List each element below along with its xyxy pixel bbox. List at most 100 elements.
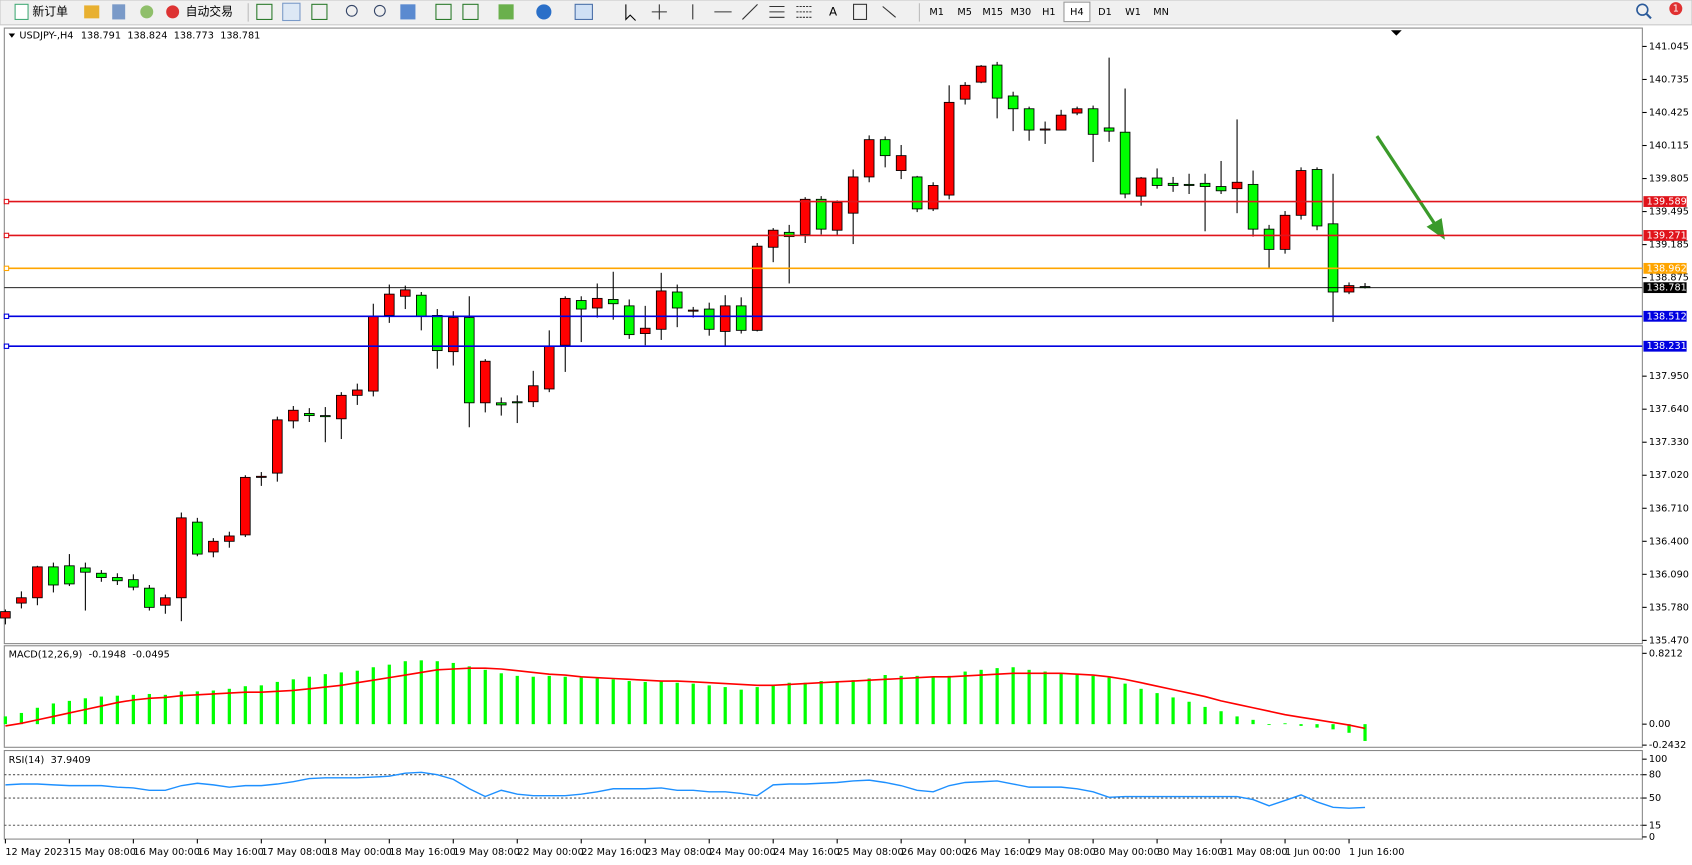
- candle-chart-icon[interactable]: [282, 2, 301, 22]
- x-tick-label: 17 May 08:00: [261, 847, 328, 858]
- y-tick-label: 140.115: [1649, 141, 1689, 152]
- icon[interactable]: [112, 4, 126, 20]
- candle-body: [1247, 183, 1259, 230]
- trendline-icon[interactable]: [742, 3, 758, 20]
- autoscroll-icon[interactable]: [462, 3, 479, 20]
- candle-body: [479, 360, 491, 404]
- auto-trading-button[interactable]: 自动交易: [166, 4, 233, 18]
- macd-bar: [483, 669, 487, 725]
- y-tick-label: 139.495: [1649, 207, 1689, 218]
- macd-bar: [739, 689, 743, 725]
- timeframe-button[interactable]: M1: [929, 7, 944, 18]
- candle-body: [288, 409, 299, 422]
- cursor-icon[interactable]: [625, 4, 636, 21]
- candle-body: [1215, 186, 1227, 192]
- candle-body: [64, 565, 75, 585]
- timeframe-button[interactable]: M30: [1010, 7, 1031, 18]
- candle-body: [32, 566, 43, 599]
- periods-icon[interactable]: [536, 4, 552, 20]
- macd-bar: [579, 677, 583, 725]
- notification-count: 1: [1673, 4, 1679, 15]
- macd-bar: [995, 668, 999, 725]
- tile-icon[interactable]: [400, 4, 416, 20]
- candle-body: [431, 315, 443, 352]
- macd-bar: [1315, 724, 1319, 728]
- new-order-icon: [14, 3, 29, 20]
- macd-bar: [339, 672, 343, 725]
- line-chart-icon[interactable]: [311, 3, 328, 20]
- macd-bar: [867, 678, 871, 725]
- macd-bar: [1075, 674, 1079, 725]
- rsi-line: [5, 771, 1366, 809]
- y-tick-label: 137.640: [1649, 404, 1689, 415]
- x-tick-label: 12 May 2023: [5, 847, 68, 858]
- bar-chart-icon[interactable]: [256, 3, 273, 20]
- macd-bar: [51, 703, 56, 725]
- macd-bar: [195, 691, 199, 725]
- candle-body: [847, 176, 859, 214]
- macd-bar: [19, 712, 24, 725]
- channel-icon[interactable]: [769, 5, 785, 18]
- macd-bar: [403, 661, 407, 725]
- zoom-in-icon[interactable]: [345, 4, 358, 17]
- macd-bar: [787, 682, 791, 725]
- level-handle: [3, 343, 10, 349]
- timeframe-button[interactable]: H4: [1070, 7, 1083, 18]
- candle-body: [959, 84, 971, 100]
- y-tick-label: 136.400: [1649, 536, 1689, 547]
- icon[interactable]: [84, 5, 100, 19]
- macd-bar: [1091, 675, 1095, 725]
- timeframe-button[interactable]: D1: [1098, 7, 1112, 18]
- candle-body: [48, 566, 59, 586]
- arrow-head: [1426, 218, 1445, 240]
- icon[interactable]: [140, 5, 154, 19]
- crosshair-icon[interactable]: [651, 4, 667, 20]
- level-label-box: [1643, 340, 1687, 352]
- candle-body: [463, 317, 475, 404]
- auto-trading-label: 自动交易: [186, 4, 233, 18]
- candle-body: [559, 297, 571, 346]
- candle-body: [527, 385, 539, 403]
- timeframe-button[interactable]: M5: [957, 7, 972, 18]
- header-marker: [8, 33, 16, 38]
- zoom-out-icon[interactable]: [373, 4, 386, 17]
- last-open: 138.791: [81, 31, 121, 42]
- notifications[interactable]: 1: [1669, 2, 1683, 16]
- timeframe-active: [1063, 1, 1091, 23]
- macd-bar: [1347, 724, 1351, 733]
- y-tick-label: 0.8212: [1649, 648, 1683, 659]
- signal-line: [5, 667, 1366, 730]
- x-tick-label: 1 Jun 00:00: [1285, 847, 1340, 858]
- text-tool[interactable]: A: [829, 4, 838, 18]
- new-order-button[interactable]: 新订单: [14, 3, 68, 20]
- level-label-box: [1643, 310, 1687, 322]
- macd-bar: [1171, 697, 1175, 725]
- timeframe-button[interactable]: M15: [982, 7, 1003, 18]
- candle-body: [815, 198, 827, 230]
- x-tick-label: 30 May 16:00: [1157, 847, 1224, 858]
- candle-body: [160, 597, 171, 606]
- timeframe-button[interactable]: MN: [1153, 7, 1169, 18]
- candle-body: [1231, 181, 1243, 190]
- text-tool-label: A: [829, 4, 838, 18]
- label-tool-icon[interactable]: [853, 3, 868, 20]
- search-icon[interactable]: [1636, 3, 1649, 16]
- candle-body: [783, 231, 795, 238]
- fibo-icon[interactable]: [796, 5, 812, 18]
- candle-body: [1295, 170, 1307, 216]
- macd-title: MACD(12,26,9): [9, 649, 83, 660]
- candle-body: [1327, 223, 1339, 293]
- timeframe-button[interactable]: H1: [1042, 7, 1055, 18]
- macd-bar: [691, 683, 695, 725]
- timeframe-button[interactable]: W1: [1125, 7, 1141, 18]
- templates-icon[interactable]: [574, 3, 593, 20]
- shift-icon[interactable]: [435, 3, 452, 20]
- arrows-icon[interactable]: [882, 6, 896, 18]
- macd-bar: [531, 676, 535, 725]
- candle-body: [495, 402, 507, 406]
- candle-body: [943, 101, 955, 196]
- macd-bar: [931, 676, 935, 725]
- macd-bar: [3, 716, 8, 725]
- y-tick-label: 140.735: [1649, 74, 1689, 85]
- indicators-icon[interactable]: [498, 4, 514, 20]
